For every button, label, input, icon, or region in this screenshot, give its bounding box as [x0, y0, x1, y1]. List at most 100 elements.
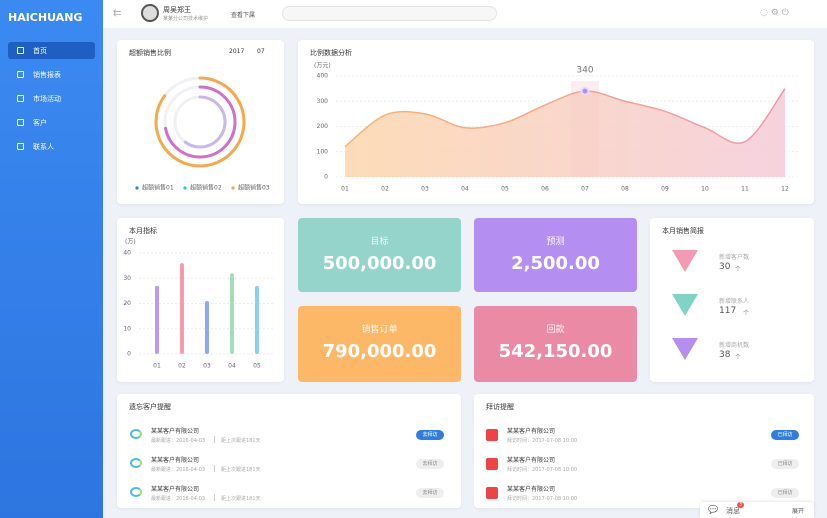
ring-arc — [154, 76, 246, 168]
bar-card: 本月指标 (万) 0 10 20 30 40 01 02 03 04 05 — [117, 218, 284, 382]
forgotten-card: 遗忘客户提醒 某某客户有限公司 最新跟进：2016-04-03 距上次跟进181天去… — [117, 394, 461, 508]
brief-unit: 个 — [735, 354, 742, 361]
stat-value: 500,000.00 — [322, 253, 437, 274]
menu-item[interactable]: 首页 — [8, 42, 95, 59]
dropdown[interactable]: 查看下属 — [231, 12, 256, 19]
visit-button[interactable]: 去拜访 — [416, 488, 444, 498]
separator — [214, 494, 215, 501]
stat-card: 预测 2,500.00 — [474, 218, 637, 292]
menu-item[interactable]: 联系人 — [8, 138, 95, 155]
y-unit: (万元) — [314, 63, 331, 70]
visits-card: 拜访提醒 某某客户有限公司 拜访时间：2017-07-08 10:00 已拜访 某某客… — [474, 394, 814, 508]
status-button[interactable]: 已拜访 — [771, 459, 799, 469]
brief-card: 本月销售简报 新增客户数 30 个新增联系人 117 个新增商机数 38 个 — [650, 218, 814, 382]
visit-button[interactable]: 去拜访 — [416, 430, 444, 440]
bar-chart: (万) 0 10 20 30 40 01 02 03 04 05 — [123, 239, 273, 370]
y-tick-label: 200 — [317, 123, 329, 130]
legend-label: 超额销售02 — [190, 184, 222, 192]
area-chart: (万元) 0 100 200 300 400 340 01 02 03 04 05 06 07 08 09 10… — [314, 63, 798, 193]
x-tick-label: 02 — [178, 363, 186, 370]
stat-card: 销售订单 790,000.00 — [298, 306, 461, 382]
highlight-label: 340 — [576, 66, 593, 76]
menu-item[interactable]: 销售报表 — [8, 66, 95, 83]
menu-label: 市场活动 — [33, 95, 61, 103]
menu-label: 首页 — [33, 47, 47, 55]
card-title: 超额销售比例 — [129, 49, 171, 57]
status-button[interactable]: 已拜访 — [771, 430, 799, 440]
stat-value: 790,000.00 — [322, 341, 437, 362]
x-tick-label: 03 — [203, 363, 211, 370]
visit-icon — [486, 458, 498, 470]
brief-icon — [672, 250, 698, 272]
brief-count: 38 — [719, 350, 731, 360]
legend-dot — [231, 186, 235, 190]
stat-value: 542,150.00 — [498, 341, 613, 362]
search-bar[interactable] — [282, 6, 497, 21]
last-visit: 最新跟进：2016-04-03 — [151, 438, 206, 444]
visit-icon — [486, 487, 498, 499]
chat-widget[interactable]: 💬 消息 3 展开 — [700, 502, 814, 518]
chat-icon: 💬 — [708, 505, 718, 514]
visit-button[interactable]: 去拜访 — [416, 459, 444, 469]
user-name: 周吴郑王 — [163, 6, 191, 14]
visit-date: 拜访时间：2017-07-08 10:00 — [507, 467, 578, 473]
visit-date: 拜访时间：2017-07-08 10:00 — [507, 496, 578, 502]
y-tick-label: 0 — [324, 174, 328, 181]
back-icon[interactable]: ⇇ — [113, 8, 122, 19]
separator — [214, 465, 215, 472]
company-icon — [130, 487, 142, 497]
x-tick-label: 01 — [153, 363, 161, 370]
stat-label: 回款 — [546, 325, 565, 335]
card-title: 遗忘客户提醒 — [129, 403, 171, 411]
month-select[interactable]: 07 — [257, 48, 265, 55]
x-tick-label: 05 — [501, 186, 509, 193]
y-tick-label: 100 — [317, 148, 329, 155]
x-tick-label: 09 — [661, 186, 669, 193]
ring-card: 超额销售比例 2017 07 超额销售01 超额销售02 超额销售03 — [117, 40, 284, 204]
brief-count: 117 — [719, 306, 737, 316]
ring-chart: 超额销售01 超额销售02 超额销售03 — [135, 76, 270, 192]
bar — [230, 273, 234, 354]
y-tick-label: 20 — [123, 300, 131, 307]
header: ⇇ 周吴郑王 某某分公司技术维护 查看下属 ◌ ⚙ ⏻ — [103, 0, 827, 28]
x-tick-label: 04 — [461, 186, 469, 193]
company-name: 某某客户有限公司 — [151, 428, 200, 435]
legend-dot — [183, 186, 187, 190]
bar — [255, 285, 259, 354]
chat-expand[interactable]: 展开 — [792, 508, 805, 515]
year-select[interactable]: 2017 — [229, 48, 245, 55]
x-tick-label: 05 — [253, 363, 261, 370]
menu-icon — [17, 95, 24, 102]
bar — [205, 300, 209, 354]
bar — [180, 263, 184, 354]
menu-icon — [17, 71, 24, 78]
brief-label: 新增客户数 — [719, 254, 750, 261]
x-tick-label: 01 — [341, 186, 349, 193]
bar — [155, 285, 159, 354]
y-unit: (万) — [125, 239, 136, 246]
menu-item[interactable]: 市场活动 — [8, 90, 95, 107]
area-line — [344, 88, 786, 148]
company-name: 某某客户有限公司 — [507, 457, 556, 464]
header-icons[interactable]: ◌ ⚙ ⏻ — [760, 8, 789, 18]
x-tick-label: 11 — [741, 186, 749, 193]
ring-arc — [163, 85, 237, 159]
x-tick-label: 02 — [381, 186, 389, 193]
x-tick-label: 06 — [541, 186, 549, 193]
separator — [214, 436, 215, 443]
avatar[interactable] — [141, 4, 159, 22]
stat-label: 预测 — [546, 237, 565, 247]
brief-count: 30 — [719, 262, 731, 272]
chat-label: 消息 — [726, 507, 740, 515]
card-title: 本月销售简报 — [662, 227, 704, 235]
y-tick-label: 0 — [127, 351, 131, 358]
menu-item[interactable]: 客户 — [8, 114, 95, 131]
brief-unit: 个 — [743, 310, 750, 317]
brief-icon — [672, 294, 698, 316]
card-title: 拜访提醒 — [486, 403, 514, 411]
stat-card: 回款 542,150.00 — [474, 306, 637, 382]
status-button[interactable]: 已拜访 — [771, 488, 799, 498]
brief-label: 新增商机数 — [719, 342, 750, 349]
stat-card: 目标 500,000.00 — [298, 218, 461, 292]
